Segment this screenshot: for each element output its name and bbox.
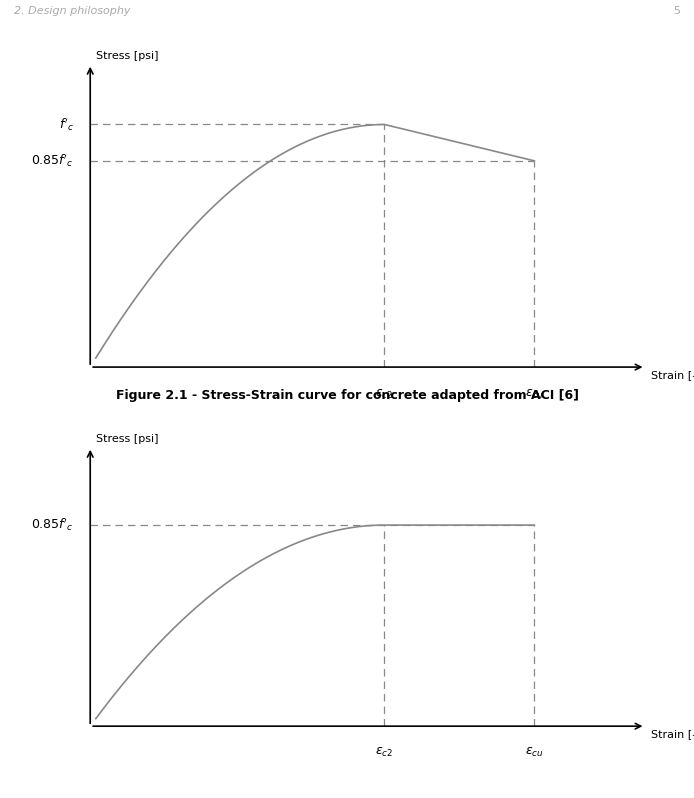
Text: $f'_c$: $f'_c$: [58, 117, 74, 132]
Text: Stress [psi]: Stress [psi]: [96, 51, 158, 61]
Text: $\varepsilon_{c2}$: $\varepsilon_{c2}$: [375, 745, 393, 759]
Text: $\varepsilon_{cu}$: $\varepsilon_{cu}$: [525, 745, 543, 759]
Text: $0.85f'_c$: $0.85f'_c$: [31, 517, 74, 533]
Text: 5: 5: [673, 6, 680, 16]
Text: $\varepsilon_{cu}$: $\varepsilon_{cu}$: [525, 389, 543, 401]
Text: 2. Design philosophy: 2. Design philosophy: [14, 6, 130, 16]
Text: $0.85f'_c$: $0.85f'_c$: [31, 152, 74, 169]
Text: Strain [-]: Strain [-]: [651, 729, 694, 739]
Text: Figure 2.1 - Stress-Strain curve for concrete adapted from ACI [6]: Figure 2.1 - Stress-Strain curve for con…: [115, 389, 579, 401]
Text: Stress [psi]: Stress [psi]: [96, 434, 158, 444]
Text: $\varepsilon_{c2}$: $\varepsilon_{c2}$: [375, 389, 393, 401]
Text: Strain [-]: Strain [-]: [651, 370, 694, 380]
